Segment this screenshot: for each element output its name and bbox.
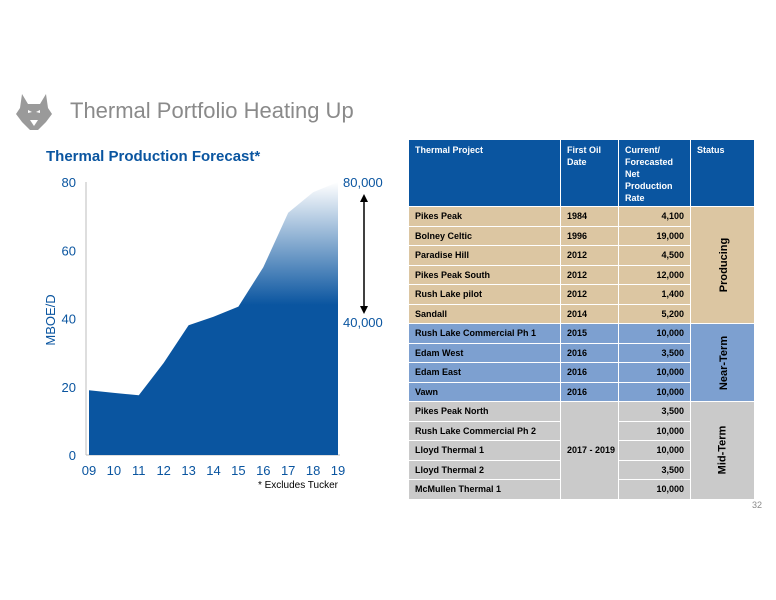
first-oil-date: 1984 <box>560 206 619 227</box>
production-rate: 5,200 <box>618 303 691 324</box>
y-tick-label: 60 <box>62 243 76 258</box>
project-name: Edam East <box>408 362 561 383</box>
project-name: Rush Lake Commercial Ph 1 <box>408 323 561 344</box>
production-rate: 4,100 <box>618 206 691 227</box>
production-rate: 10,000 <box>618 381 691 402</box>
header-project: Thermal Project <box>408 139 561 207</box>
table-row: Bolney Celtic 1996 19,000 <box>408 225 755 246</box>
header-rate: Current/ Forecasted Net Production Rate <box>618 139 691 207</box>
table-row: Rush Lake Commercial Ph 1 2015 10,000 Ne… <box>408 323 755 402</box>
production-rate: 10,000 <box>618 362 691 383</box>
first-oil-date: 2016 <box>560 362 619 383</box>
project-name: Bolney Celtic <box>408 225 561 246</box>
annotation-arrow-head-top <box>360 194 368 202</box>
status-producing: Producing <box>690 206 755 324</box>
project-name: Edam West <box>408 342 561 363</box>
first-oil-date: 2016 <box>560 381 619 402</box>
x-tick-label: 14 <box>206 463 220 478</box>
production-rate: 4,500 <box>618 245 691 266</box>
slide-title: Thermal Portfolio Heating Up <box>70 98 354 123</box>
project-name: Pikes Peak <box>408 206 561 227</box>
first-oil-date: 2012 <box>560 245 619 266</box>
table-row: McMullen Thermal 1 10,000 <box>408 479 755 500</box>
table-row: Edam East 2016 10,000 <box>408 362 755 383</box>
x-tick-label: 13 <box>181 463 195 478</box>
status-near-term: Near-Term <box>690 323 755 402</box>
table-row: Rush Lake Commercial Ph 2 10,000 <box>408 420 755 441</box>
production-rate: 10,000 <box>618 323 691 344</box>
x-tick-label: 11 <box>132 463 146 478</box>
production-rate: 19,000 <box>618 225 691 246</box>
first-oil-date-span: 2017 - 2019 <box>560 401 619 500</box>
project-name: Lloyd Thermal 1 <box>408 440 561 461</box>
y-axis-label: MBOE/D <box>43 294 58 345</box>
annotation-arrow-head-bottom <box>360 306 368 314</box>
production-rate: 10,000 <box>618 479 691 500</box>
x-tick-label: 19 <box>331 463 345 478</box>
first-oil-date: 2015 <box>560 323 619 344</box>
first-oil-date: 2016 <box>560 342 619 363</box>
y-tick-label: 0 <box>69 448 76 463</box>
project-name: Sandall <box>408 303 561 324</box>
chart-title: Thermal Production Forecast* <box>46 148 261 165</box>
production-rate: 10,000 <box>618 440 691 461</box>
y-tick-label: 80 <box>62 175 76 190</box>
first-oil-date: 1996 <box>560 225 619 246</box>
first-oil-date: 2014 <box>560 303 619 324</box>
husky-head-logo-icon <box>16 94 52 130</box>
project-name: Rush Lake pilot <box>408 284 561 305</box>
production-rate: 10,000 <box>618 420 691 441</box>
x-tick-label: 16 <box>256 463 270 478</box>
table-row: Lloyd Thermal 1 10,000 <box>408 440 755 461</box>
y-tick-label: 20 <box>62 380 76 395</box>
production-rate: 12,000 <box>618 264 691 285</box>
table-row: Pikes Peak 1984 4,100 Producing <box>408 206 755 324</box>
annotation-bottom: 40,000 <box>343 315 383 330</box>
table-row: Edam West 2016 3,500 <box>408 342 755 363</box>
project-name: Paradise Hill <box>408 245 561 266</box>
x-tick-label: 10 <box>107 463 121 478</box>
x-tick-label: 09 <box>82 463 96 478</box>
first-oil-date: 2012 <box>560 284 619 305</box>
x-tick-label: 18 <box>306 463 320 478</box>
project-name: McMullen Thermal 1 <box>408 479 561 500</box>
thermal-projects-table: Thermal Project First Oil Date Current/ … <box>408 139 755 500</box>
table-row: Sandall 2014 5,200 <box>408 303 755 324</box>
project-name: Pikes Peak South <box>408 264 561 285</box>
header-first-oil: First Oil Date <box>560 139 619 207</box>
annotation-top: 80,000 <box>343 175 383 190</box>
production-rate: 3,500 <box>618 401 691 422</box>
page-number: 32 <box>752 500 763 510</box>
x-tick-label: 12 <box>156 463 170 478</box>
status-mid-term: Mid-Term <box>690 401 755 500</box>
production-rate: 3,500 <box>618 459 691 480</box>
x-tick-label: 17 <box>281 463 295 478</box>
footnote: * Excludes Tucker <box>258 480 339 491</box>
project-name: Lloyd Thermal 2 <box>408 459 561 480</box>
production-area-series <box>89 182 338 455</box>
production-rate: 1,400 <box>618 284 691 305</box>
project-name: Vawn <box>408 381 561 402</box>
production-rate: 3,500 <box>618 342 691 363</box>
x-tick-label: 15 <box>231 463 245 478</box>
table-row: Pikes Peak North 2017 - 2019 3,500 Mid-T… <box>408 401 755 500</box>
first-oil-date: 2012 <box>560 264 619 285</box>
y-tick-label: 40 <box>62 312 76 327</box>
table-row: Vawn 2016 10,000 <box>408 381 755 402</box>
header-status: Status <box>690 139 755 207</box>
table-row: Pikes Peak South 2012 12,000 <box>408 264 755 285</box>
table-row: Lloyd Thermal 2 3,500 <box>408 459 755 480</box>
project-name: Pikes Peak North <box>408 401 561 422</box>
project-name: Rush Lake Commercial Ph 2 <box>408 420 561 441</box>
